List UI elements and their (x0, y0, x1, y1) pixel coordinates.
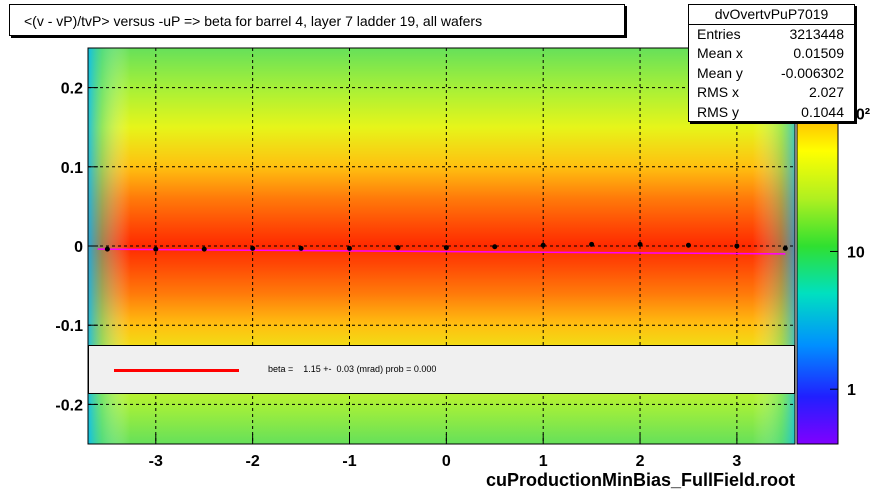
profile-point (782, 245, 788, 251)
stats-value: 3213448 (789, 26, 844, 42)
stats-value: 0.1044 (801, 103, 844, 120)
profile-point (153, 246, 159, 252)
x-tick-label: 0 (442, 453, 451, 470)
stats-label: RMS x (697, 84, 739, 101)
x-tick-label: -3 (149, 453, 163, 470)
profile-point (443, 245, 449, 251)
x-tick-label: -1 (342, 453, 356, 470)
profile-point (201, 246, 207, 252)
stats-label: Mean y (697, 64, 743, 81)
stats-row-mean-y: Mean y -0.006302 (689, 64, 854, 83)
profile-points (104, 241, 788, 252)
axis-ticks: -3 -2 -1 0 1 2 3 -0.2 -0.1 0 0.1 0.2 (55, 81, 741, 470)
stats-box: dvOvertvPuP7019 Entries 3213448 Mean x 0… (688, 4, 855, 122)
x-tick-label: 2 (636, 453, 645, 470)
x-tick-label: 1 (539, 453, 548, 470)
profile-point (395, 245, 401, 251)
colorbar-tick-label: 1 (847, 382, 856, 399)
stats-row-rms-y: RMS y 0.1044 (689, 103, 854, 122)
profile-point (589, 241, 595, 247)
profile-point (492, 244, 498, 250)
stats-label: RMS y (697, 103, 739, 120)
y-tick-label: 0 (74, 239, 83, 256)
stats-label: Entries (697, 26, 741, 42)
profile-point (734, 243, 740, 249)
profile-point (104, 246, 110, 252)
legend-text: beta = 1.15 +- 0.03 (mrad) prob = 0.000 (268, 364, 437, 374)
fit-legend: beta = 1.15 +- 0.03 (mrad) prob = 0.000 (88, 345, 795, 394)
legend-line-swatch (114, 369, 239, 372)
y-tick-label: 0.1 (61, 160, 83, 177)
y-tick-label: -0.2 (55, 397, 83, 414)
chart-title: <(v - vP)/tvP> versus -uP => beta for ba… (9, 4, 625, 36)
stats-name: dvOvertvPuP7019 (689, 5, 854, 25)
heatmap-plot-area: -3 -2 -1 0 1 2 3 -0.2 -0.1 0 0.1 0.2 (55, 47, 796, 470)
x-tick-label: 3 (732, 453, 741, 470)
stats-value: 2.027 (808, 84, 844, 101)
profile-point (685, 242, 691, 248)
profile-point (250, 245, 256, 251)
stats-label: Mean x (697, 45, 743, 62)
profile-point (346, 245, 352, 251)
y-tick-label: 0.2 (61, 81, 83, 98)
profile-point (298, 245, 304, 251)
profile-point (637, 241, 643, 247)
stats-row-mean-x: Mean x 0.01509 (689, 44, 854, 63)
y-tick-label: -0.1 (55, 318, 83, 335)
stats-value: -0.006302 (780, 64, 844, 81)
profile-point (540, 242, 546, 248)
footer-filename: cuProductionMinBias_FullField.root (486, 470, 796, 490)
colorbar-tick-label: 10 (847, 244, 865, 261)
fit-line (97, 248, 786, 255)
x-tick-label: -2 (246, 453, 260, 470)
stats-row-rms-x: RMS x 2.027 (689, 83, 854, 102)
stats-row-entries: Entries 3213448 (689, 25, 854, 44)
stats-value: 0.01509 (793, 45, 844, 62)
